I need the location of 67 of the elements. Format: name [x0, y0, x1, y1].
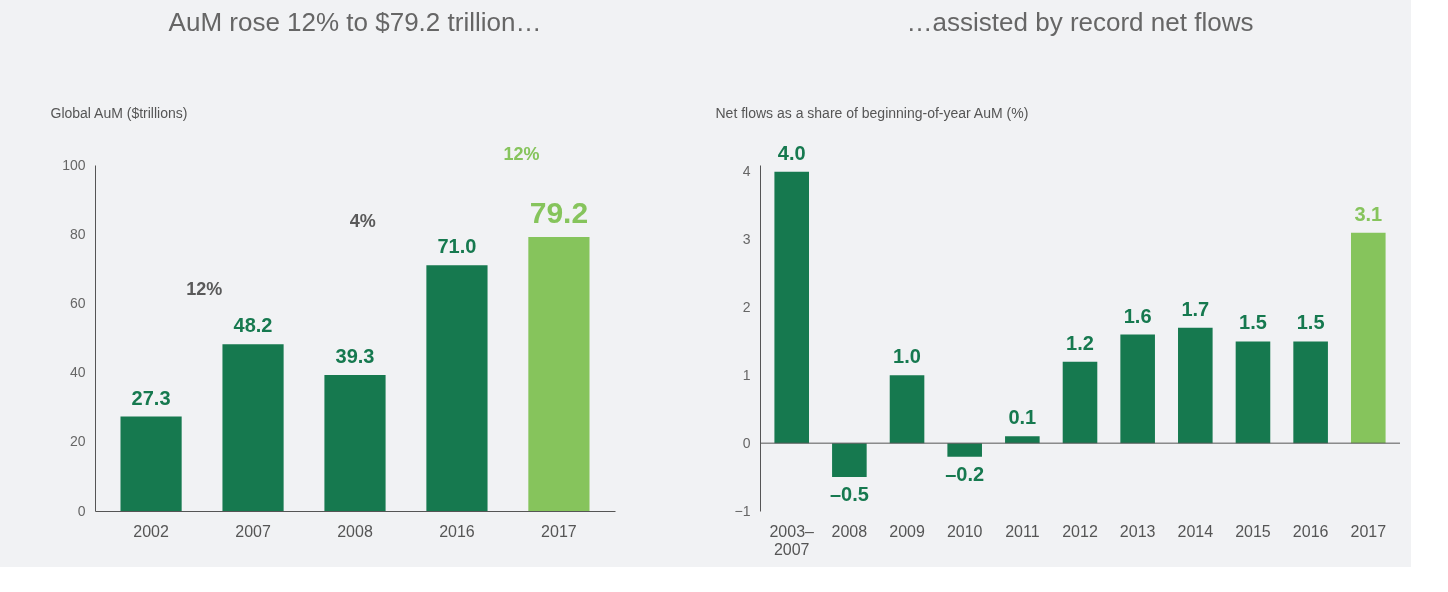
bar — [426, 265, 488, 511]
y-axis-title: Global AuM ($trillions) — [50, 104, 188, 121]
chart-title: …assisted by record net flows — [906, 7, 1254, 37]
bar — [324, 375, 386, 511]
x-tick-label: 2003–2007 — [769, 522, 815, 558]
y-tick-label: 20 — [69, 433, 86, 450]
bar — [1120, 334, 1155, 444]
data-label: 1.6 — [1123, 304, 1152, 327]
data-label: 4.0 — [777, 141, 806, 164]
x-tick-label: 2012 — [1062, 522, 1098, 540]
x-tick-label: 2017 — [1350, 522, 1387, 540]
data-label: –0.5 — [829, 483, 869, 506]
data-label: 1.7 — [1181, 297, 1210, 320]
x-tick-label: 2007 — [235, 522, 271, 540]
data-label: 1.2 — [1066, 331, 1094, 354]
bar — [889, 375, 925, 444]
x-tick-label: 2016 — [1292, 522, 1329, 540]
bar — [832, 443, 867, 478]
bar — [1350, 232, 1386, 444]
y-tick-label: 40 — [69, 364, 86, 381]
y-tick-label: 80 — [69, 225, 86, 242]
annotation: 12% — [186, 278, 223, 299]
bar — [528, 236, 590, 511]
data-label: 0.1 — [1008, 406, 1037, 429]
x-tick-label: 2016 — [439, 522, 475, 540]
x-tick-label: 2010 — [946, 522, 983, 540]
data-label: 48.2 — [233, 314, 273, 337]
y-tick-label: 0 — [742, 434, 751, 451]
bar — [774, 171, 810, 444]
y-tick-label: 1 — [742, 366, 751, 383]
bar — [120, 416, 182, 511]
y-tick-label: 3 — [742, 231, 751, 248]
bar — [1005, 436, 1040, 444]
bar — [1235, 341, 1271, 444]
data-label: 3.1 — [1354, 202, 1383, 225]
bar — [1178, 327, 1213, 444]
annotation: 4% — [349, 211, 376, 232]
data-label: 39.3 — [335, 345, 375, 368]
x-tick-label: 2017 — [541, 522, 577, 540]
bar — [1062, 361, 1098, 444]
bar — [947, 443, 982, 457]
y-tick-label: 100 — [62, 156, 86, 173]
y-axis-title: Net flows as a share of beginning-of-year AuM (%) — [715, 104, 1029, 121]
x-tick-label: 2008 — [337, 522, 373, 540]
x-tick-label: 2015 — [1235, 522, 1271, 540]
data-label: 27.3 — [131, 386, 171, 409]
x-tick-label: 2014 — [1177, 522, 1214, 540]
x-tick-label: 2013 — [1119, 522, 1156, 540]
chart-title: AuM rose 12% to $79.2 trillion… — [168, 7, 542, 37]
data-label: –0.2 — [945, 462, 985, 485]
data-label: 79.2 — [529, 195, 589, 229]
y-tick-label: 2 — [742, 298, 751, 315]
text: 12% — [503, 143, 540, 164]
x-tick-label: 2009 — [889, 522, 925, 540]
y-tick-label: 0 — [77, 502, 86, 519]
y-tick-label: 4 — [742, 163, 751, 180]
x-tick-label: 2011 — [1005, 522, 1040, 540]
y-tick-label: 60 — [69, 294, 86, 311]
data-label: 1.0 — [893, 345, 921, 368]
data-label: 71.0 — [437, 235, 477, 258]
x-tick-label: 2002 — [133, 522, 169, 540]
x-tick-label: 2008 — [831, 522, 868, 540]
y-tick-label: −1 — [734, 502, 751, 519]
data-label: 1.5 — [1239, 311, 1267, 334]
bar — [222, 344, 284, 511]
data-label: 1.5 — [1296, 311, 1325, 334]
bar — [1293, 341, 1328, 444]
